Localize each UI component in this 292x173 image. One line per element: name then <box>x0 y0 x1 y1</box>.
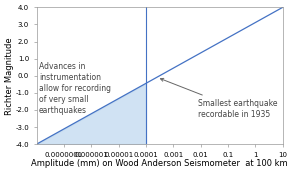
Text: Smallest earthquake
recordable in 1935: Smallest earthquake recordable in 1935 <box>160 78 277 119</box>
X-axis label: Amplitude (mm) on Wood Anderson Seismometer  at 100 km: Amplitude (mm) on Wood Anderson Seismome… <box>31 159 288 168</box>
Y-axis label: Richter Magnitude: Richter Magnitude <box>5 37 14 115</box>
Text: Advances in
instrumentation
allow for recording
of very small
earthquakes: Advances in instrumentation allow for re… <box>39 62 111 115</box>
